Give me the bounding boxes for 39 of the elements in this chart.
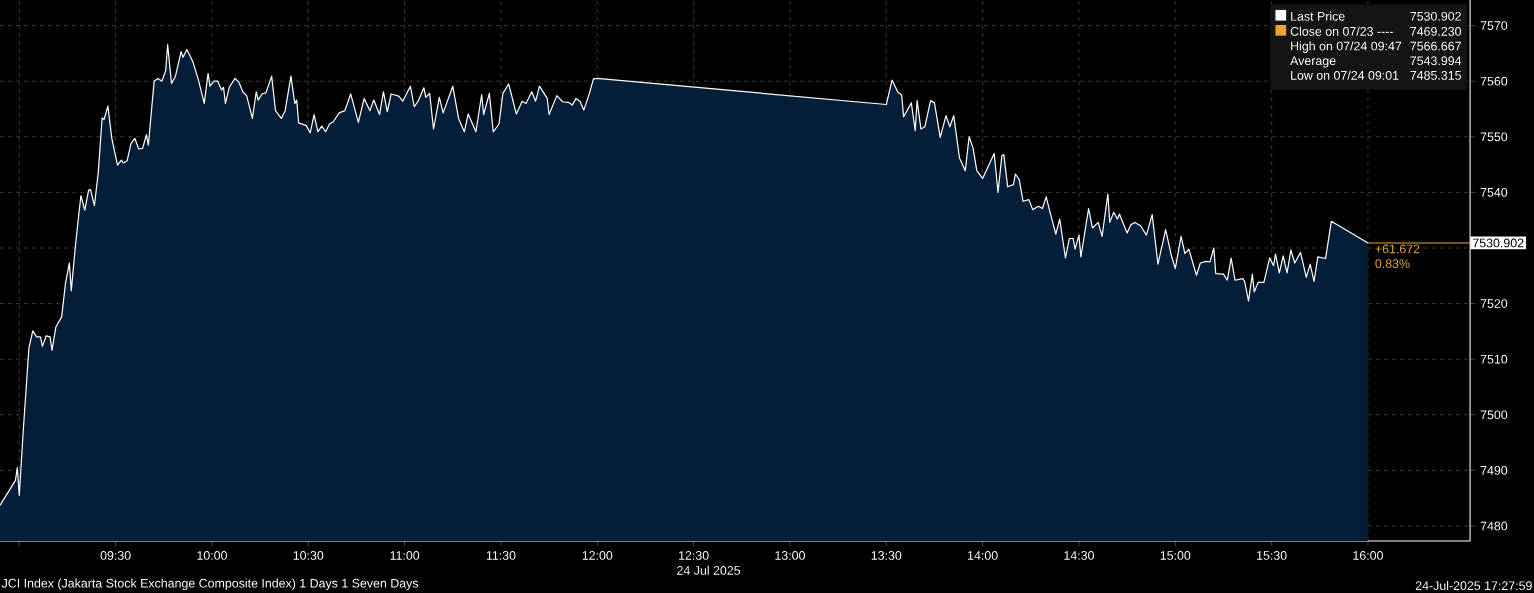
x-tick-label: 11:00 (390, 551, 420, 560)
annotation: +61.672 (1375, 244, 1420, 254)
annotation: Low on 07/24 09:01 (1291, 70, 1399, 80)
x-tick-label: 15:00 (1160, 551, 1191, 560)
y-tick-label: 7520 (1480, 299, 1508, 308)
x-tick-label: 16:00 (1353, 551, 1383, 560)
y-tick-label: 7550 (1480, 132, 1508, 142)
annotation: Close on 07/23 ---- (1290, 26, 1393, 36)
y-tick-label: 7510 (1480, 354, 1508, 364)
x-tick-label: 13:30 (871, 551, 902, 560)
annotation: 7530.902 (1410, 11, 1461, 21)
annotation: 0.83% (1375, 259, 1410, 269)
x-tick-label: 14:00 (968, 551, 998, 560)
x-tick-label: 14:30 (1064, 551, 1094, 560)
text: JCI Index (Jakarta Stock Exchange Composite Index) 1 Days 1 Seven Days (1, 578, 419, 591)
x-tick-label: 09:30 (100, 551, 131, 560)
x-tick-label: 15:30 (1257, 551, 1287, 560)
ref-line-label: 7530.902 (1472, 238, 1524, 248)
x-tick-label: 10:00 (197, 551, 227, 560)
legend-label: Last Price (1291, 11, 1345, 21)
text: 24-Jul-2025 17:27:59 (1415, 580, 1532, 591)
y-tick-label: 7490 (1480, 465, 1508, 475)
annotation: Average (1290, 56, 1336, 68)
annotation: 7566.667 (1410, 41, 1461, 51)
annotation: 7485.315 (1410, 71, 1461, 80)
y-tick-label: 7560 (1480, 76, 1508, 86)
x-tick-label: 12:00 (582, 551, 613, 560)
y-tick-label: 7480 (1480, 521, 1508, 531)
x-tick-label: 12:30 (679, 551, 709, 560)
x-tick-label: 13:00 (775, 551, 805, 560)
x-tick-label: 11:30 (486, 551, 516, 560)
y-tick-label: 7540 (1480, 187, 1508, 197)
annotation: 7543.994 (1410, 56, 1462, 66)
x-axis-title: 24 Jul 2025 (677, 565, 741, 575)
y-tick-label: 7500 (1480, 410, 1508, 420)
annotation: 7469.230 (1410, 27, 1462, 36)
y-tick-label: 7570 (1480, 21, 1508, 30)
x-tick-label: 10:30 (293, 551, 324, 560)
annotation: High on 07/24 09:47 (1291, 41, 1402, 53)
